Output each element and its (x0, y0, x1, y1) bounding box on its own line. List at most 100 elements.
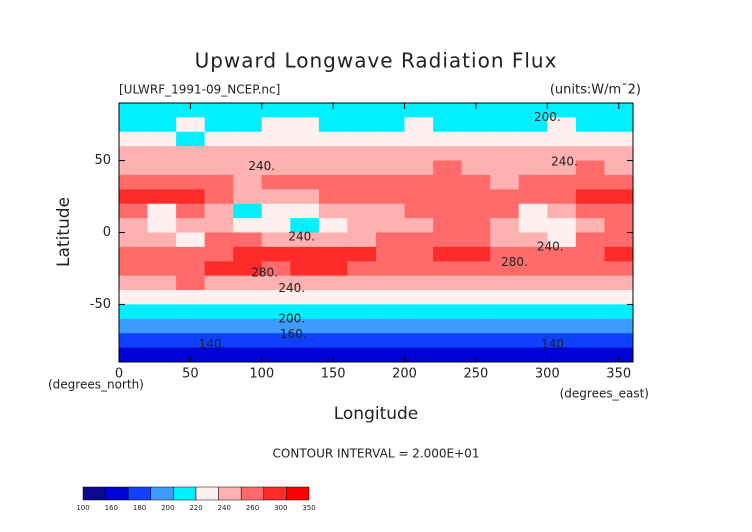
cell (490, 103, 520, 118)
cell (604, 131, 634, 147)
chart-title: Upward Longwave Radiation Flux (195, 49, 558, 73)
cell (233, 103, 263, 118)
cell (233, 131, 263, 147)
cell (376, 103, 406, 118)
cell (233, 160, 263, 176)
cell (347, 218, 377, 233)
colorbar-swatch (82, 486, 106, 501)
cell (518, 290, 548, 305)
cell (261, 174, 291, 190)
cell (404, 117, 434, 133)
cell (490, 232, 520, 248)
cell (461, 347, 491, 363)
cell (490, 261, 520, 277)
cell (461, 189, 491, 205)
colorbar-label: 160 (105, 504, 118, 512)
cell (233, 203, 263, 219)
x-tick-label: 0 (115, 367, 123, 382)
cell (290, 333, 320, 349)
cell (147, 146, 177, 162)
cell (147, 318, 177, 334)
cell (290, 203, 320, 219)
cell (147, 275, 177, 291)
cell (290, 103, 320, 118)
cell (376, 189, 406, 205)
cell (290, 146, 320, 162)
cell (433, 160, 463, 176)
cell (404, 333, 434, 349)
cell (461, 131, 491, 147)
cell (233, 275, 263, 291)
cell (119, 333, 149, 349)
cell (119, 160, 149, 176)
cell (547, 103, 577, 118)
cell (347, 174, 377, 190)
cell (290, 261, 320, 277)
cell (176, 290, 206, 305)
cell (318, 232, 348, 248)
cell (575, 347, 605, 363)
cell (376, 304, 406, 320)
cell (404, 218, 434, 233)
cell (147, 189, 177, 205)
cell (376, 218, 406, 233)
cell (204, 203, 234, 219)
colorbar-label: 260 (246, 504, 259, 512)
cell (204, 146, 234, 162)
cell (404, 103, 434, 118)
colorbar-swatch (105, 486, 129, 501)
cell (233, 117, 263, 133)
cell (490, 290, 520, 305)
cell (461, 174, 491, 190)
cell (233, 261, 263, 277)
cell (518, 347, 548, 363)
cell (290, 174, 320, 190)
cell (119, 304, 149, 320)
cell (604, 261, 634, 277)
cell (404, 232, 434, 248)
y-tick-label: 0 (103, 225, 111, 240)
cell (347, 318, 377, 334)
cell (204, 174, 234, 190)
cell (261, 304, 291, 320)
cell (290, 318, 320, 334)
cell (575, 261, 605, 277)
cell (147, 131, 177, 147)
cell (119, 103, 149, 118)
cell (318, 103, 348, 118)
cell (604, 189, 634, 205)
cell (604, 203, 634, 219)
cell (290, 275, 320, 291)
y-axis-label: Latitude (54, 197, 74, 267)
cell (547, 174, 577, 190)
cell (547, 347, 577, 363)
cell (261, 131, 291, 147)
cell (604, 232, 634, 248)
cell (433, 333, 463, 349)
overlay: 0 50 100 150 200 250 300 350 -50 0 50 240. 240. 200. 2… (76, 102, 634, 512)
cell (318, 146, 348, 162)
contour-label: 200. (534, 110, 561, 124)
cell (461, 290, 491, 305)
cell (347, 131, 377, 147)
cell (518, 189, 548, 205)
cell (318, 203, 348, 219)
cell (547, 218, 577, 233)
cell (518, 218, 548, 233)
cell (518, 160, 548, 176)
cell (176, 189, 206, 205)
cell (233, 333, 263, 349)
cell (347, 117, 377, 133)
cell (490, 275, 520, 291)
cell (604, 218, 634, 233)
cell (119, 203, 149, 219)
cell (233, 232, 263, 248)
cell (204, 117, 234, 133)
cell (547, 333, 577, 349)
cell (318, 246, 348, 262)
cell (433, 103, 463, 118)
cell (376, 146, 406, 162)
cell (376, 117, 406, 133)
cell (347, 103, 377, 118)
cell (261, 189, 291, 205)
